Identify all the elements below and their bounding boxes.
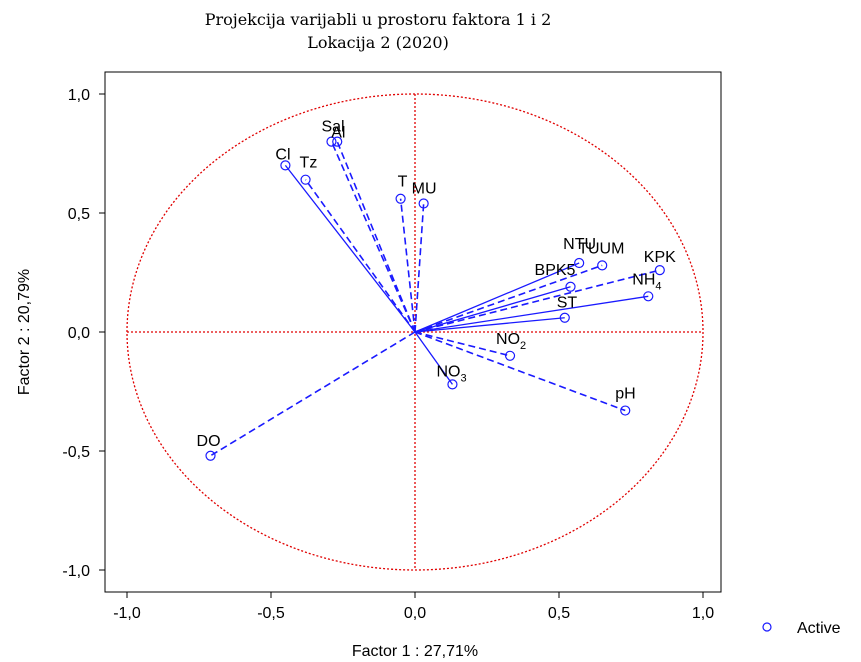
legend-label: Active bbox=[797, 620, 841, 637]
vector-al bbox=[336, 141, 416, 333]
vector-kpk bbox=[414, 269, 660, 333]
point-label-no3: NO3 bbox=[436, 363, 466, 384]
vector-cl bbox=[284, 165, 416, 333]
point-tuum bbox=[597, 260, 608, 271]
vector-bpk5 bbox=[414, 286, 571, 333]
x-axis-label: Factor 1 : 27,71% bbox=[352, 643, 478, 660]
point-t bbox=[395, 193, 406, 204]
vector-st bbox=[414, 317, 565, 333]
x-tick-label: -0,5 bbox=[257, 605, 285, 622]
vector-ntu bbox=[414, 262, 580, 333]
y-tick-label: 0,5 bbox=[68, 206, 90, 223]
vector-do bbox=[210, 331, 416, 457]
y-tick-label: 1,0 bbox=[68, 87, 90, 104]
point-mu bbox=[418, 198, 429, 209]
point-tz bbox=[300, 174, 311, 185]
point-label-no2: NO2 bbox=[496, 331, 526, 352]
y-tick-label: -1,0 bbox=[62, 563, 90, 580]
point-label-kpk: KPK bbox=[644, 249, 676, 266]
point-bpk5 bbox=[565, 281, 576, 292]
point-label-tuum: TUUM bbox=[578, 240, 624, 257]
vector-no3 bbox=[414, 331, 453, 385]
point-label-t: T bbox=[398, 174, 408, 191]
point-no3 bbox=[447, 379, 458, 390]
y-tick-label: -0,5 bbox=[62, 444, 90, 461]
vector-no2 bbox=[414, 331, 511, 357]
legend-marker bbox=[762, 622, 772, 632]
point-no2 bbox=[504, 350, 516, 361]
x-tick-label: 0,0 bbox=[404, 605, 426, 622]
point-kpk bbox=[654, 265, 665, 276]
y-axis-label: Factor 2 : 20,79% bbox=[16, 269, 33, 395]
chart-title-line-2: Lokacija 2 (2020) bbox=[307, 33, 449, 52]
point-label-do: DO bbox=[197, 433, 221, 450]
point-label-cl: Cl bbox=[275, 146, 290, 163]
vector-tuum bbox=[414, 264, 603, 333]
vector-t bbox=[399, 198, 416, 333]
point-sal bbox=[326, 136, 337, 147]
plot-frame bbox=[104, 71, 722, 593]
point-label-ntu: NTU bbox=[563, 236, 596, 253]
x-tick-label: 0,5 bbox=[548, 605, 570, 622]
tick-layer: -1,0 -0,5 0,0 0,5 1,0 -1,0 -0,5 0,0 0,5 1,0 bbox=[62, 87, 714, 622]
y-tick-label: 0,0 bbox=[68, 325, 90, 342]
vector-layer bbox=[210, 141, 660, 457]
point-label-ph: pH bbox=[615, 386, 635, 403]
x-tick-label: -1,0 bbox=[113, 605, 141, 622]
point-label-st: ST bbox=[557, 295, 578, 312]
point-do bbox=[205, 450, 216, 461]
vector-nh4 bbox=[414, 295, 649, 333]
x-tick-label: 1,0 bbox=[692, 605, 714, 622]
point-label-sal: Sal bbox=[321, 119, 344, 136]
vector-mu bbox=[414, 203, 425, 333]
vector-ph bbox=[414, 331, 626, 412]
point-label-mu: MU bbox=[412, 180, 437, 197]
point-layer bbox=[205, 136, 665, 461]
point-label-nh4: NH4 bbox=[632, 271, 661, 292]
point-al bbox=[332, 136, 343, 147]
legend: Active bbox=[762, 620, 841, 637]
point-ntu bbox=[574, 257, 585, 269]
point-cl bbox=[280, 160, 291, 171]
point-st bbox=[559, 312, 570, 323]
point-nh4 bbox=[643, 291, 654, 302]
point-label-bpk5: BPK5 bbox=[535, 262, 576, 279]
point-label-al: Al bbox=[331, 125, 345, 142]
vector-sal bbox=[330, 141, 416, 333]
point-ph bbox=[620, 405, 631, 416]
chart-title-line-1: Projekcija varijabli u prostoru faktora … bbox=[205, 10, 552, 29]
point-label-tz: Tz bbox=[300, 155, 318, 172]
vector-tz bbox=[304, 179, 416, 333]
